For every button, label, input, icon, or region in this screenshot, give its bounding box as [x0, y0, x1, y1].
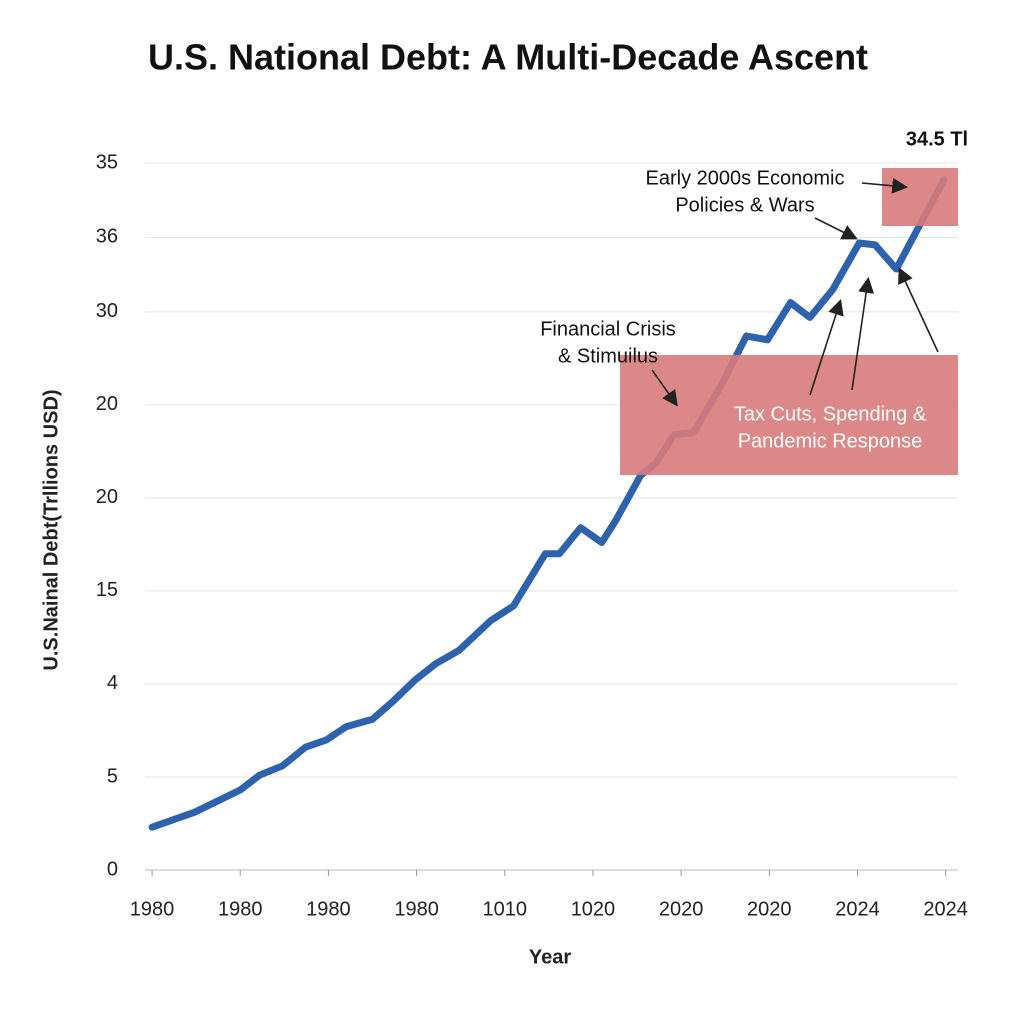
y-tick-label: 4 — [107, 672, 118, 694]
y-tick-label: 35 — [96, 151, 118, 173]
x-tick-label: 1980 — [130, 898, 175, 920]
annotation: Financial Crisis — [540, 318, 676, 340]
y-axis-label: U.S.Nainal Debt(Trllions USD) — [40, 389, 62, 670]
chart-title: U.S. National Debt: A Multi-Decade Ascen… — [148, 37, 868, 78]
x-tick-label: 1020 — [571, 898, 616, 920]
plot-area — [145, 162, 958, 876]
y-tick-label: 0 — [107, 858, 118, 880]
y-tick-label: 20 — [96, 486, 118, 508]
annotation: Early 2000s Economic — [646, 167, 845, 189]
annotation: 34.5 Tl — [906, 128, 968, 150]
x-tick-label: 1980 — [394, 898, 439, 920]
x-tick-label: 2020 — [659, 898, 704, 920]
line-series — [148, 176, 948, 831]
y-tick-label: 5 — [107, 765, 118, 787]
y-tick-label: 15 — [96, 579, 118, 601]
arrow — [814, 217, 858, 240]
arrow — [651, 369, 678, 407]
x-tick-label: 2024 — [835, 898, 880, 920]
highlight-box — [620, 355, 958, 475]
x-tick-label: 1980 — [306, 898, 351, 920]
x-tick-label: 2024 — [923, 898, 968, 920]
y-tick-label: 20 — [96, 393, 118, 415]
arrow — [851, 276, 875, 391]
highlight-box — [882, 168, 958, 226]
arrow — [809, 298, 844, 396]
y-tick-label: 36 — [96, 226, 118, 248]
annotation: Policies & Wars — [675, 194, 814, 216]
annotation: Tax Cuts, Spending & — [734, 403, 927, 425]
x-tick-label: 1980 — [218, 898, 263, 920]
arrow — [861, 177, 909, 194]
x-tick-label: 1010 — [483, 898, 528, 920]
annotation: & Stimuilus — [558, 345, 658, 367]
x-tick-label: 2020 — [747, 898, 792, 920]
arrow — [898, 267, 939, 353]
annotation: Pandemic Response — [738, 430, 923, 452]
x-axis-label: Year — [529, 946, 571, 968]
y-tick-label: 30 — [96, 300, 118, 322]
